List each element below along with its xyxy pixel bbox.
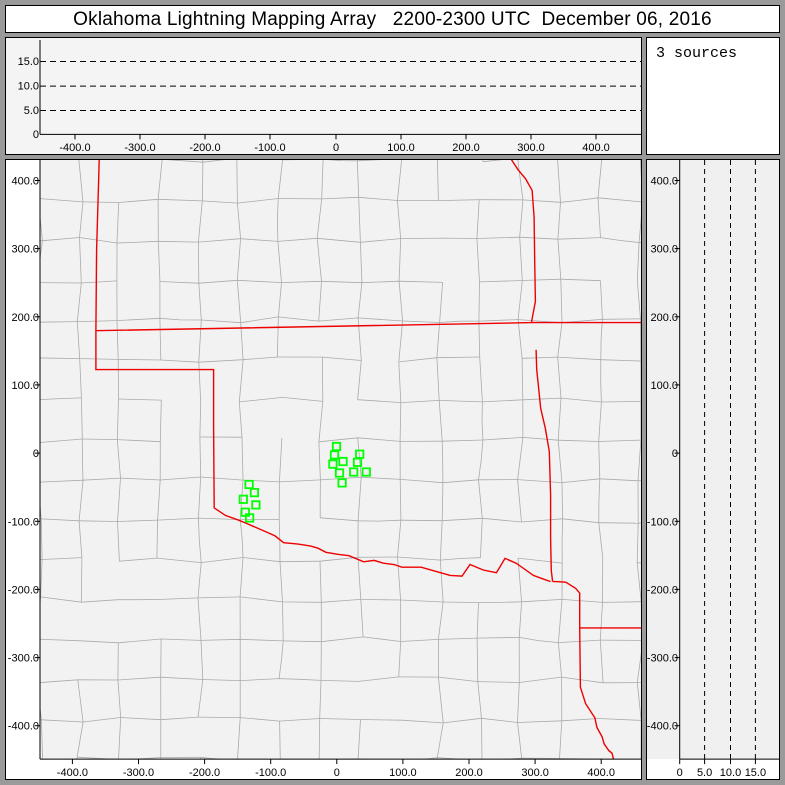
svg-text:300.0: 300.0 (517, 142, 545, 154)
svg-text:400.0: 400.0 (582, 142, 610, 154)
svg-text:15.0: 15.0 (745, 767, 766, 779)
svg-text:0: 0 (333, 142, 339, 154)
svg-text:-400.0: -400.0 (647, 721, 678, 733)
svg-text:-400.0: -400.0 (59, 142, 90, 154)
svg-text:15.0: 15.0 (18, 56, 39, 68)
svg-text:10.0: 10.0 (720, 767, 741, 779)
svg-text:100.0: 100.0 (387, 142, 415, 154)
svg-text:200.0: 200.0 (650, 312, 678, 324)
svg-text:0: 0 (672, 448, 678, 460)
svg-text:-200.0: -200.0 (647, 584, 678, 596)
svg-text:0: 0 (677, 767, 683, 779)
svg-text:10.0: 10.0 (18, 81, 39, 93)
svg-text:5.0: 5.0 (24, 105, 39, 117)
svg-text:-300.0: -300.0 (124, 142, 155, 154)
svg-text:300.0: 300.0 (650, 244, 678, 256)
svg-text:100.0: 100.0 (650, 380, 678, 392)
svg-text:-300.0: -300.0 (647, 653, 678, 665)
svg-text:200.0: 200.0 (452, 142, 480, 154)
svg-text:-200.0: -200.0 (189, 142, 220, 154)
svg-text:-100.0: -100.0 (647, 516, 678, 528)
svg-text:0: 0 (33, 129, 39, 141)
svg-text:-100.0: -100.0 (254, 142, 285, 154)
svg-text:400.0: 400.0 (650, 176, 678, 188)
svg-text:5.0: 5.0 (697, 767, 712, 779)
